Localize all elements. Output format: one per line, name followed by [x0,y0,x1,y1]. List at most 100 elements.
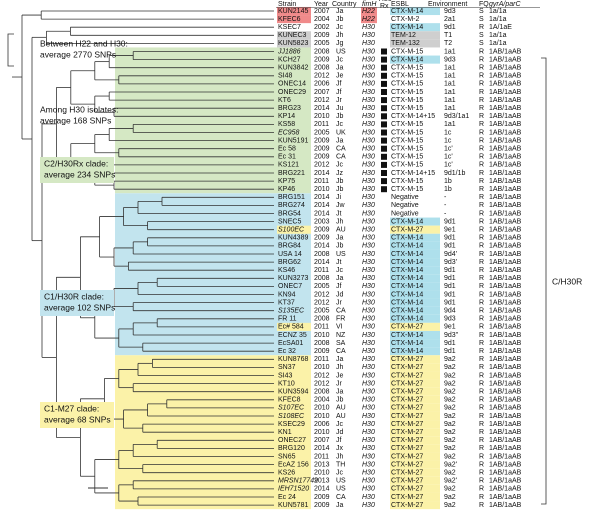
annotation: C2/H30Rx clade: [44,158,108,168]
fq: R [479,348,484,355]
clade-band [115,47,311,194]
fimh: H30 [362,121,375,128]
esbl: CTX-M-15 [391,129,423,136]
strain: S108EC [278,413,305,420]
fq: R [479,243,484,250]
country: Jh [336,453,344,460]
country: CA [336,348,346,355]
year: 2014 [314,259,330,266]
fq: R [479,267,484,274]
environment: 9d1 [444,340,456,347]
fimh: H30 [362,186,375,193]
fq: R [479,283,484,290]
strain: KUN3594 [278,389,308,396]
country: Jb [336,397,344,404]
gyra-parc: 1AB/1aAB [489,332,522,339]
country: Jr [336,299,343,306]
fimh: H30 [362,251,375,258]
esbl: CTX-M-14 [391,348,423,355]
esbl: CTX-M-14 [391,243,423,250]
year: 2010 [314,429,330,436]
tree [12,10,274,506]
esbl: CTX-M-27 [391,486,423,493]
environment: 9d3" [444,332,459,339]
fimh: H30 [362,243,375,250]
year: 2007 [314,8,330,15]
fq: R [479,89,484,96]
strain: KP14 [278,113,295,120]
annotation-box [40,402,114,428]
strain: KUN8768 [278,356,308,363]
fimh: H30 [362,397,375,404]
gyra-parc: 1AB/1aAB [489,146,522,153]
environment: - [444,202,447,209]
esbl-highlight [390,290,440,299]
esbl-highlight [390,298,440,307]
fq: R [479,81,484,88]
fq: R [479,178,484,185]
fq: R [479,372,484,379]
country: Jd [336,291,344,298]
fimh: H30 [362,372,375,379]
country: Jc [336,470,344,477]
year: 2012 [314,299,330,306]
fimh: H30 [362,73,375,80]
strain: KS46 [278,267,295,274]
fimh: H30 [362,162,375,169]
strain: Ec 24 [278,494,296,501]
environment: 9a2 [444,413,456,420]
year: 2010 [314,470,330,477]
esbl: CTX-M-14 [391,291,423,298]
environment: 9d1 [444,291,456,298]
country: US [336,478,346,485]
gyra-parc: 1AB/1aAB [489,194,522,201]
year: 2014 [314,194,330,201]
year: 2011 [314,356,329,363]
year: 2004 [314,16,330,23]
strain: KUN2145 [278,8,308,15]
environment: 1a1 [444,65,456,72]
country: Jr [336,380,343,387]
esbl-highlight [390,258,440,267]
country: Jr [336,97,343,104]
environment: 9a2 [444,486,456,493]
strain: ONEC29 [278,89,306,96]
gyra-parc: 1AB/1aAB [489,251,522,258]
gyra-parc: 1AB/1aAB [489,178,522,185]
bracket [541,57,547,505]
rx-marker [381,137,387,144]
year: 2002 [314,24,330,31]
environment: 2a1 [444,16,456,23]
strain: EcSA01 [278,340,303,347]
fq: R [479,275,484,282]
country: Jb [336,178,344,185]
esbl-highlight [390,436,440,445]
strain: KN94 [278,291,296,298]
country: Jw [336,202,346,209]
gyra-parc: 1AB/1aAB [489,73,522,80]
gyra-parc: 1AB/1aAB [489,461,522,468]
strain: KFEC8 [278,397,301,404]
year: 2009 [314,146,330,153]
country: Ja [336,65,344,72]
environment: 9a2 [444,405,456,412]
esbl-highlight [390,379,440,388]
gyra-parc: 1AB/1aAB [489,502,522,509]
strain: SI43 [278,372,293,379]
annotation-box [40,157,114,183]
fimh: H30 [362,81,375,88]
gyra-parc: 1AB/1aAB [489,372,522,379]
fq: R [479,121,484,128]
esbl: CTX-M-27 [391,461,423,468]
esbl-highlight [390,217,440,226]
esbl: CTX-M-14 [391,235,423,242]
fq: R [479,24,484,31]
gyra-parc: 1AB/1aAB [489,65,522,72]
esbl: CTX-M-27 [391,470,423,477]
rx-marker [381,56,387,63]
country: CA [336,146,346,153]
esbl-highlight [390,355,440,364]
country: Ja [336,8,344,15]
esbl: CTX-M-27 [391,227,423,234]
fq: R [479,332,484,339]
